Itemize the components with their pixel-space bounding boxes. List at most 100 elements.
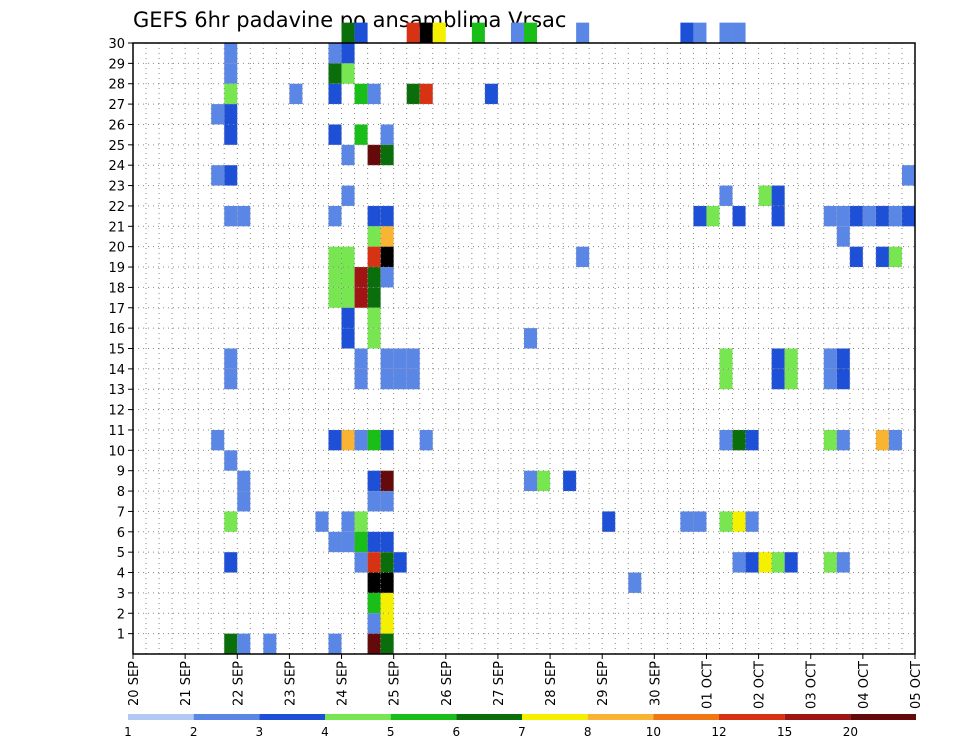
y-tick-label: 26 — [108, 118, 125, 133]
heatmap-cell — [693, 22, 707, 43]
heatmap-cell — [419, 429, 433, 451]
heatmap-cell — [719, 185, 733, 206]
colorbar-swatch — [784, 714, 851, 720]
heatmap-cell — [406, 22, 420, 43]
heatmap-cell — [406, 368, 420, 390]
heatmap-cell — [875, 205, 889, 227]
heatmap-cell — [758, 552, 772, 573]
colorbar-label: 7 — [518, 725, 526, 739]
heatmap-cell — [367, 531, 381, 553]
heatmap-cell — [380, 470, 394, 492]
colorbar-label: 12 — [711, 725, 726, 739]
heatmap-cell — [237, 205, 251, 227]
heatmap-cell — [888, 205, 902, 227]
y-tick-label: 2 — [117, 607, 125, 622]
heatmap-cell — [823, 205, 837, 227]
colorbar-legend: 1 2 3 4 5 6 7 8 10 12 15 20 — [124, 714, 916, 739]
heatmap-cell — [628, 572, 642, 593]
heatmap-cell — [901, 165, 915, 186]
heatmap-cell — [784, 348, 798, 369]
x-tick-label: 26 SEP — [440, 661, 455, 706]
heatmap-cell — [732, 511, 746, 532]
heatmap-cell — [888, 246, 902, 268]
heatmap-cell — [849, 246, 863, 268]
heatmap-cell — [393, 552, 407, 573]
y-tick-label: 30 — [108, 37, 125, 52]
heatmap-cell — [836, 368, 850, 390]
heatmap-cell — [224, 205, 238, 227]
heatmap-cell — [367, 83, 381, 105]
y-tick-label: 8 — [117, 485, 125, 500]
heatmap-cell — [771, 205, 785, 227]
heatmap-cell — [380, 267, 394, 288]
heatmap-cell — [524, 22, 538, 43]
heatmap-cell — [823, 368, 837, 390]
heatmap-cell — [836, 226, 850, 247]
heatmap-cell — [354, 267, 368, 288]
x-tick-label: 03 OCT — [805, 661, 820, 709]
heatmap-cell — [367, 328, 381, 349]
heatmap-cell — [367, 572, 381, 593]
x-tick-label: 30 SEP — [648, 661, 663, 706]
x-tick-label: 04 OCT — [857, 661, 872, 709]
x-tick-label: 05 OCT — [909, 661, 924, 709]
y-tick-label: 20 — [108, 241, 125, 256]
heatmap-cell — [289, 83, 303, 105]
heatmap-cell — [823, 348, 837, 369]
y-tick-label: 16 — [108, 322, 125, 337]
heatmap-cell — [237, 470, 251, 492]
heatmap-cell — [367, 552, 381, 573]
colorbar-label: 3 — [256, 725, 264, 739]
colorbar-label: 20 — [843, 725, 858, 739]
heatmap-cell — [836, 552, 850, 573]
heatmap-cell — [563, 470, 577, 492]
heatmap-cell — [393, 348, 407, 369]
colorbar-label: 5 — [387, 725, 395, 739]
x-tick-label: 28 SEP — [544, 661, 559, 706]
heatmap-cell — [380, 633, 394, 654]
heatmap-cell — [367, 491, 381, 512]
heatmap-cell — [862, 205, 876, 227]
heatmap-cell — [328, 531, 342, 553]
heatmap-cell — [888, 429, 902, 451]
y-tick-label: 21 — [108, 220, 125, 235]
grid-lines — [133, 43, 915, 654]
heatmap-cell — [211, 104, 225, 125]
heatmap-cell — [354, 287, 368, 308]
heatmap-cell — [380, 531, 394, 553]
heatmap-cell — [341, 63, 355, 84]
heatmap-cell — [341, 429, 355, 451]
heatmap-cell — [524, 470, 538, 492]
y-tick-label: 29 — [108, 57, 125, 72]
heatmap-cell — [719, 511, 733, 532]
heatmap-cell — [224, 511, 238, 532]
y-tick-label: 22 — [108, 200, 125, 215]
colorbar-swatch — [850, 714, 916, 720]
colorbar-swatch — [325, 714, 391, 720]
heatmap-cell — [367, 592, 381, 614]
heatmap-cell — [406, 83, 420, 105]
heatmap-cell — [224, 165, 238, 186]
heatmap-cell — [328, 63, 342, 84]
y-tick-label: 15 — [108, 343, 125, 358]
y-tick-label: 14 — [108, 363, 125, 378]
heatmap-cell — [380, 226, 394, 247]
x-tick-label: 27 SEP — [492, 661, 507, 706]
heatmap-cell — [380, 491, 394, 512]
heatmap-cell — [732, 552, 746, 573]
heatmap-cell — [875, 246, 889, 268]
heatmap-cell — [380, 205, 394, 227]
heatmap-cell — [758, 185, 772, 206]
y-tick-label: 3 — [117, 587, 125, 602]
heatmap-cell — [836, 205, 850, 227]
heatmap-cell — [680, 511, 694, 532]
x-axis-ticks: 20 SEP 21 SEP 22 SEP 23 SEP 24 SEP 25 SEP 26 S… — [127, 654, 924, 709]
heatmap-cell — [771, 552, 785, 573]
heatmap-cell — [771, 185, 785, 206]
heatmap-cell — [380, 572, 394, 593]
colorbar-swatch — [390, 714, 457, 720]
heatmap-cell — [823, 552, 837, 573]
heatmap-cell — [693, 205, 707, 227]
heatmap-cell — [849, 205, 863, 227]
x-tick-label: 24 SEP — [336, 661, 351, 706]
